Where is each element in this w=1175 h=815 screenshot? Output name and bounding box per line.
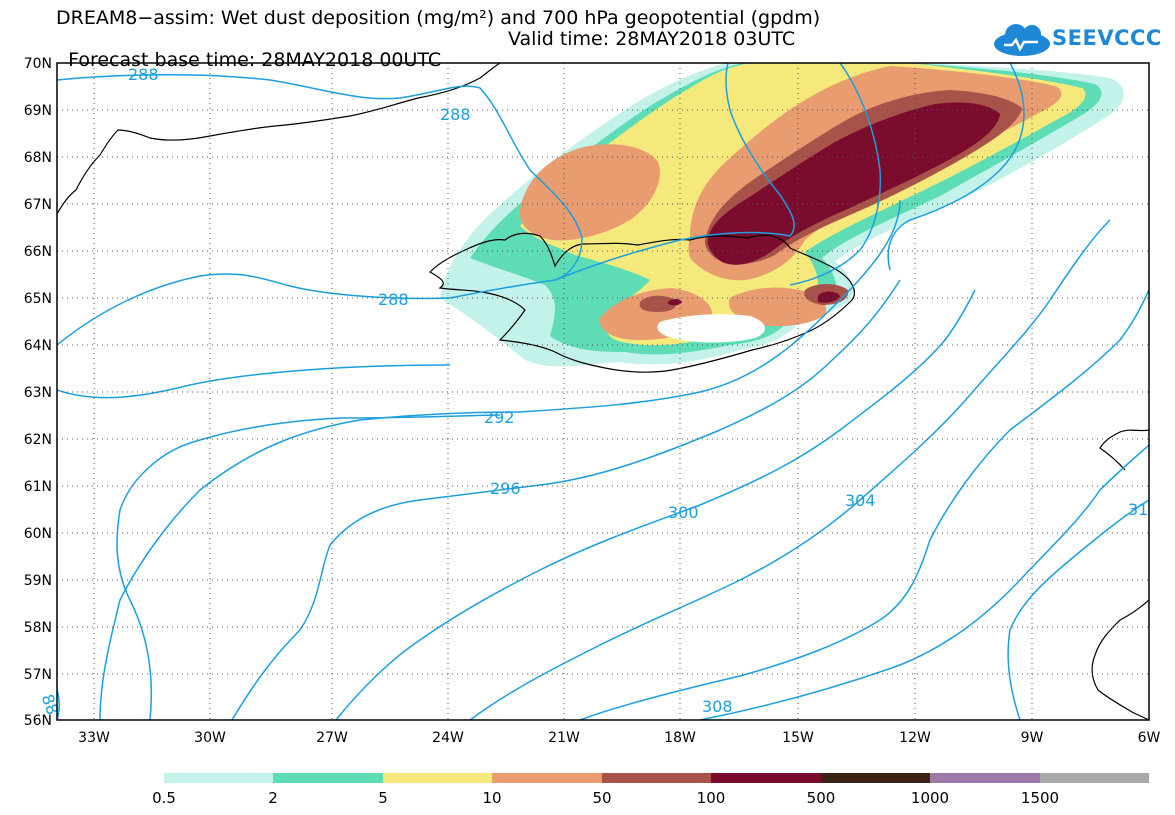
- contour-label: 31: [1128, 500, 1148, 519]
- colorbar-label: 2: [268, 789, 278, 807]
- iceland-coast: [429, 232, 855, 373]
- colorbar-label: 5: [378, 789, 388, 807]
- lon-label: 15W: [782, 730, 814, 746]
- lat-label: 65N: [24, 291, 52, 307]
- graticule: [57, 63, 1149, 720]
- colorbar-swatch: [273, 773, 383, 783]
- lat-label: 59N: [24, 573, 52, 589]
- valid-time: Valid time: 28MAY2018 03UTC: [508, 28, 796, 50]
- lat-label: 56N: [24, 713, 52, 729]
- colorbar-swatch: [930, 773, 1040, 783]
- lat-label: 58N: [24, 620, 52, 636]
- colorbar-label: 50: [592, 789, 611, 807]
- lon-label: 24W: [432, 730, 464, 746]
- lat-label: 63N: [24, 385, 52, 401]
- colorbar-swatch: [821, 773, 930, 783]
- contour-label: 300: [668, 503, 699, 522]
- lon-label: 9W: [1021, 730, 1044, 746]
- map-frame: [56, 62, 1150, 721]
- contour-label: 296: [490, 479, 521, 498]
- lat-label: 60N: [24, 526, 52, 542]
- colorbar-swatch: [1040, 773, 1149, 783]
- longitude-labels: 33W 30W 27W 24W 21W 18W 15W 12W 9W 6W: [78, 730, 1160, 746]
- lon-label: 12W: [899, 730, 931, 746]
- lon-label: 30W: [194, 730, 226, 746]
- base-time: Forecast base time: 28MAY2018 00UTC: [68, 49, 442, 71]
- norway-coast: [1091, 429, 1149, 720]
- dust-100-500-spots: [668, 291, 840, 306]
- colorbar-swatch: [602, 773, 711, 783]
- lat-label: 66N: [24, 244, 52, 260]
- colorbar-swatch: [492, 773, 602, 783]
- dust-10-50-area-west: [519, 144, 660, 241]
- lon-label: 21W: [548, 730, 580, 746]
- lat-label: 67N: [24, 197, 52, 213]
- lat-label: 61N: [24, 479, 52, 495]
- colorbar-label: 1500: [1021, 789, 1059, 807]
- dust-shading: [440, 63, 1124, 367]
- logo-text: SEEVCCC: [1052, 26, 1162, 50]
- geopotential-contours: [57, 63, 1149, 720]
- colorbar-label: 10: [482, 789, 501, 807]
- lon-label: 6W: [1138, 730, 1161, 746]
- contour-label: 288: [128, 65, 159, 84]
- lat-label: 57N: [24, 667, 52, 683]
- colorbar-swatch: [711, 773, 821, 783]
- colorbar: 0.5 2 5 10 50 100 500 1000 1500: [152, 773, 1149, 807]
- contour-label: 292: [484, 408, 515, 427]
- contour-label: 308: [702, 697, 733, 716]
- contour-label: 288: [378, 290, 409, 309]
- lat-label: 70N: [24, 56, 52, 72]
- lon-label: 27W: [316, 730, 348, 746]
- map-title: DREAM8−assim: Wet dust deposition (mg/m²…: [56, 7, 821, 29]
- lat-label: 69N: [24, 103, 52, 119]
- colorbar-swatch: [164, 773, 273, 783]
- lon-label: 33W: [78, 730, 110, 746]
- latitude-labels: 70N 69N 68N 67N 66N 65N 64N 63N 62N 61N …: [24, 56, 52, 729]
- seevccc-logo: [994, 24, 1050, 56]
- lat-label: 64N: [24, 338, 52, 354]
- forecast-times: Forecast base time: 28MAY2018 00UTC Vali…: [56, 29, 795, 92]
- greenland-coast: [57, 63, 501, 215]
- colorbar-label: 500: [807, 789, 836, 807]
- dust-50-100-spots: [639, 284, 849, 312]
- dust-clear-interior: [657, 314, 766, 343]
- contour-label: 304: [845, 491, 876, 510]
- lat-label: 62N: [24, 432, 52, 448]
- cloud-icon: [994, 24, 1050, 56]
- colorbar-label: 1000: [911, 789, 949, 807]
- lat-label: 68N: [24, 150, 52, 166]
- colorbar-label: 0.5: [152, 789, 176, 807]
- contour-label: 288: [440, 105, 471, 124]
- colorbar-swatch: [383, 773, 492, 783]
- lon-label: 18W: [664, 730, 696, 746]
- colorbar-label: 100: [697, 789, 726, 807]
- dust-100-500-area: [707, 102, 1000, 265]
